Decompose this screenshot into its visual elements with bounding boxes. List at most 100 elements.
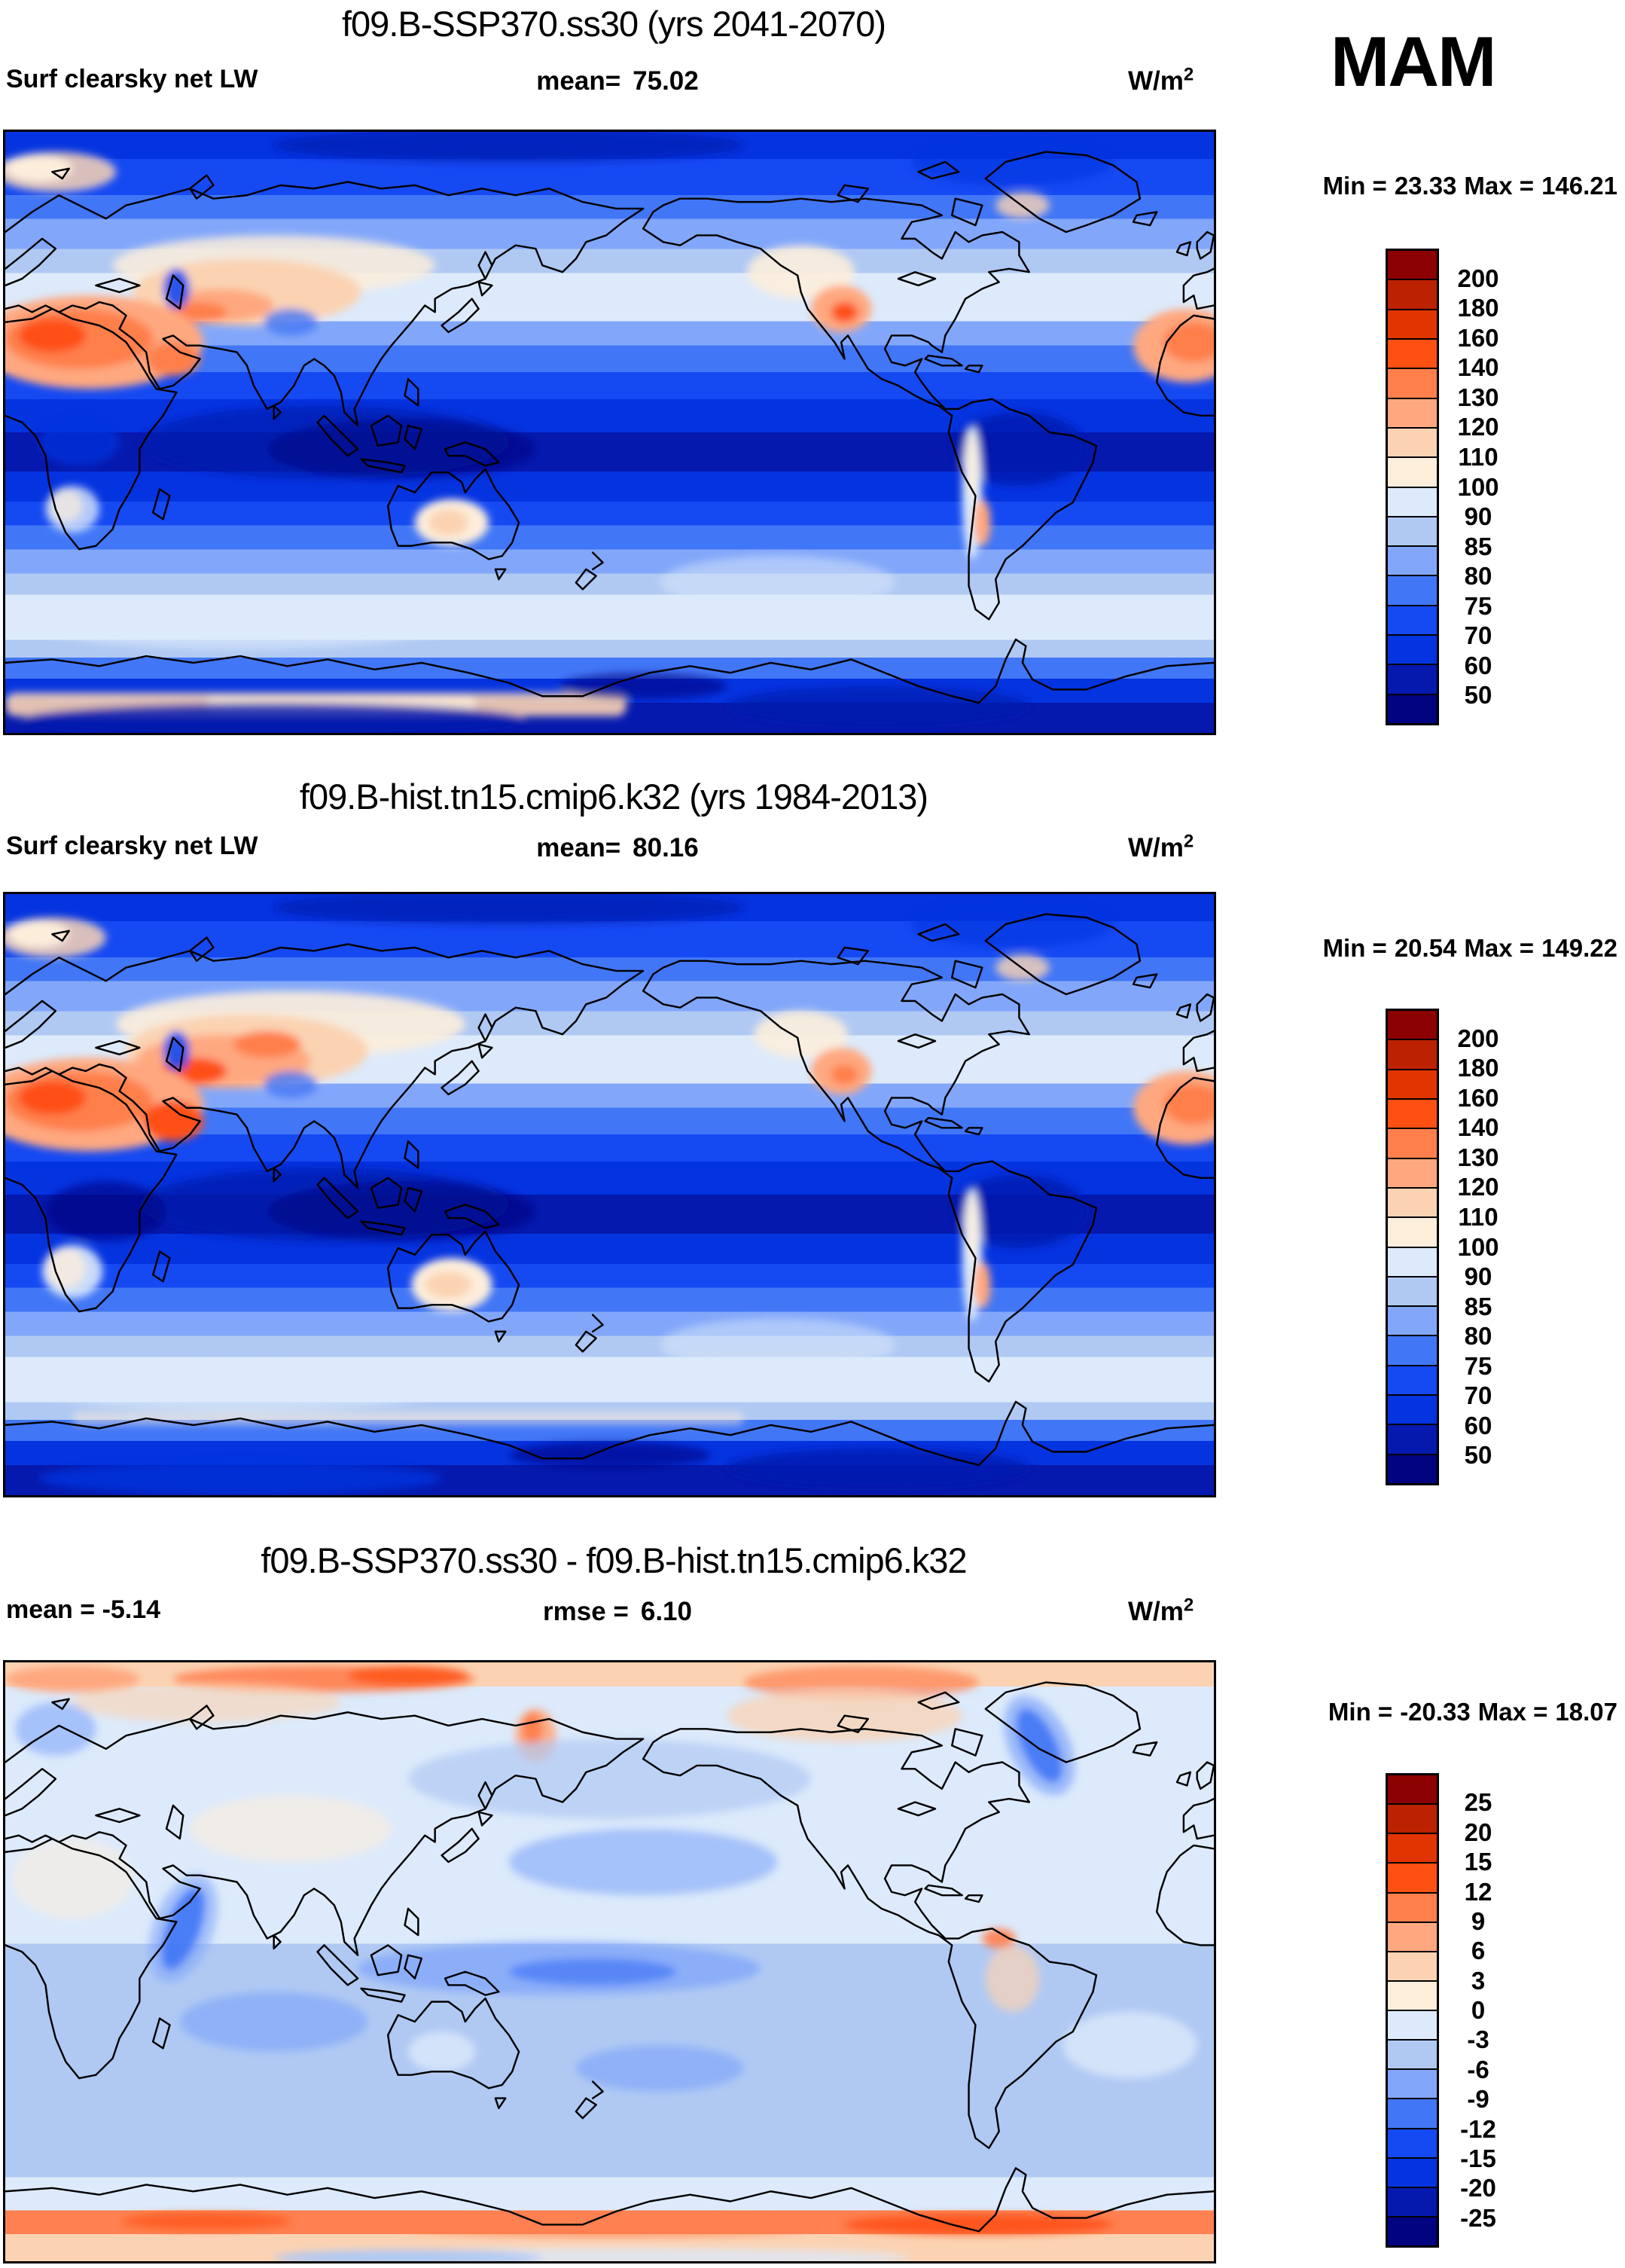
panel1-min-value: 23.33 [1394,172,1457,200]
colorbar-tick-label: 75 [1464,591,1492,620]
colorbar-tick-label: 90 [1464,502,1492,531]
colorbar-cell [1388,606,1437,636]
panel2-mean-value: 80.16 [633,833,699,862]
colorbar-tick-label: -6 [1467,2055,1489,2083]
colorbar-cell [1388,1922,1437,1952]
panel2-colorbar: 200 180 160 140 130 120 110 100 90 85 80 75 70 60 50 [1386,1009,1499,1485]
colorbar-tick-label: 70 [1464,1381,1492,1410]
panel2-mean: mean= 80.16 [0,833,1235,863]
colorbar-tick-label: 80 [1464,562,1492,591]
panel3-min-value: -20.33 [1400,1698,1471,1726]
colorbar-cell [1388,1366,1437,1397]
panel3-feature-blobs [5,1665,1197,2261]
colorbar-tick-label: 9 [1471,1906,1486,1935]
panel1-minmax: Min = 23.33 Max = 146.21 [1241,172,1617,200]
colorbar-tick-label: 60 [1464,1411,1492,1439]
colorbar-tick-label: 110 [1458,442,1498,471]
colorbar-cell [1388,2099,1437,2129]
panel2-units-label: W/m2 [1128,832,1194,863]
colorbar-cell [1388,487,1437,517]
colorbar-cells [1386,249,1439,725]
colorbar-tick-label: 15 [1464,1848,1492,1876]
colorbar-cell [1388,694,1437,723]
colorbar-cell [1388,1893,1437,1923]
colorbar-cell [1388,369,1437,399]
panel1-max-value: 146.21 [1541,172,1617,200]
panel3-max-value: 18.07 [1555,1698,1617,1726]
panel2-min-value: 20.54 [1394,934,1457,962]
colorbar-cell [1388,458,1437,488]
colorbar-tick-label: 50 [1464,1441,1492,1470]
colorbar-tick-label: 180 [1457,1054,1499,1082]
panel3-rmse-label: rmse = [543,1597,629,1626]
panel1-map-svg [5,132,1214,733]
colorbar-cell [1388,1247,1437,1277]
colorbar-cell [1388,665,1437,695]
colorbar-cell [1388,1099,1437,1130]
colorbar-cell [1388,1952,1437,1982]
colorbar-cell [1388,1805,1437,1835]
colorbar-cell [1388,1040,1437,1070]
colorbar-tick-label: 3 [1471,1966,1486,1995]
colorbar-tick-label: 160 [1457,323,1499,352]
panel3-mean: mean = -5.14 [6,1595,160,1625]
colorbar-tick-label: 160 [1457,1083,1499,1112]
colorbar-tick-label: 12 [1464,1877,1492,1906]
panel1-units-exponent: 2 [1183,64,1194,85]
panel2-units-base: W/m [1128,833,1184,862]
colorbar-tick-label: -3 [1467,2025,1489,2054]
colorbar-cell [1388,2070,1437,2100]
colorbar-cell [1388,2011,1437,2041]
panel2-map-svg [5,894,1214,1495]
colorbar-tick-label: 90 [1464,1262,1492,1291]
panel2-labels-row: Surf clearsky net LW mean= 80.16 W/m2 [0,832,1235,866]
panel2-map [3,892,1216,1497]
colorbar-cell [1388,1158,1437,1189]
panel1-mean-label: mean= [536,66,621,96]
colorbar-cell [1388,1425,1437,1455]
colorbar-tick-label: 50 [1464,681,1492,710]
panel3-map-svg [5,1662,1214,2261]
colorbar-cell [1388,547,1437,577]
colorbar-tick-label: -20 [1460,2174,1496,2202]
colorbar-cell [1388,1455,1437,1483]
colorbar-cell [1388,517,1437,548]
colorbar-tick-label: -9 [1467,2085,1489,2114]
colorbar-cell [1388,1011,1437,1041]
colorbar-cell [1388,1775,1437,1806]
colorbar-tick-label: 70 [1464,621,1492,650]
colorbar-tick-label: 60 [1464,651,1492,679]
colorbar-tick-label: 180 [1457,294,1499,322]
colorbar-tick-label: -12 [1460,2114,1496,2143]
panel1-min-label: Min = [1322,172,1387,200]
colorbar-cell [1388,428,1437,459]
colorbar-tick-label: 25 [1464,1788,1492,1817]
colorbar-cell [1388,1396,1437,1426]
panel2-feature-blobs [5,894,1214,1495]
colorbar-tick-label: -15 [1460,2144,1496,2172]
colorbar-cell [1388,1336,1437,1366]
panel2-mean-label: mean= [536,833,621,862]
colorbar-tick-label: 80 [1464,1322,1492,1351]
colorbar-tick-labels: 200 180 160 140 130 120 110 100 90 85 80 75 70 60 50 [1429,249,1527,725]
colorbar-tick-label: 100 [1457,1232,1499,1261]
colorbar-tick-label: 130 [1457,383,1499,411]
panel3-map [3,1660,1216,2263]
colorbar-tick-label: 20 [1464,1818,1492,1846]
panel3-units-label: W/m2 [1128,1596,1194,1627]
panel1-mean-value: 75.02 [633,66,699,96]
panel2-title: f09.B-hist.tn15.cmip6.k32 (yrs 1984-2013… [299,777,928,817]
colorbar-cell [1388,1277,1437,1308]
colorbar-cell [1388,1188,1437,1219]
colorbar-cell [1388,1834,1437,1864]
panel2-max-label: Max = [1464,934,1535,962]
colorbar-cell [1388,2187,1437,2218]
panel2-min-label: Min = [1322,934,1387,962]
colorbar-cells [1386,1009,1439,1485]
colorbar-cell [1388,251,1437,281]
colorbar-cell [1388,398,1437,429]
colorbar-tick-label: 140 [1457,353,1499,382]
colorbar-tick-label: 110 [1458,1202,1498,1231]
colorbar-cell [1388,310,1437,340]
panel3-mean-label: mean = [6,1595,96,1624]
